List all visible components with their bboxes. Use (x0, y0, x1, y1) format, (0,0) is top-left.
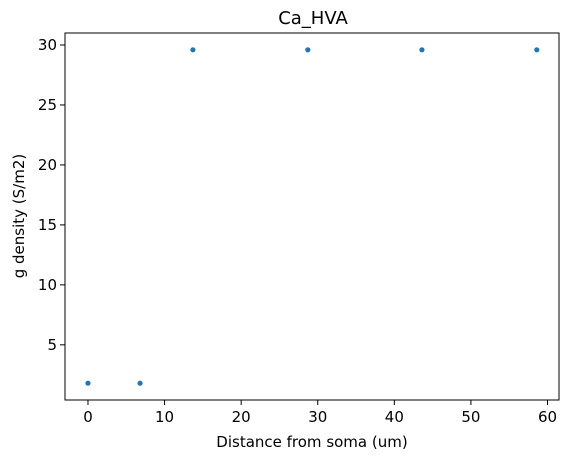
data-point (85, 381, 90, 386)
data-points (85, 47, 539, 386)
x-tick-label: 40 (385, 408, 404, 426)
x-tick-label: 50 (461, 408, 480, 426)
y-axis-label: g density (S/m2) (10, 154, 28, 279)
data-point (305, 47, 310, 52)
x-tick-label: 30 (308, 408, 327, 426)
y-tick-label: 15 (38, 216, 57, 234)
x-tick-label: 0 (83, 408, 93, 426)
x-tick-label: 60 (538, 408, 557, 426)
x-tick-label: 20 (232, 408, 251, 426)
axis-ticks: 0 10 20 30 40 50 60 5 10 15 20 25 30 (38, 36, 557, 426)
chart-title: Ca_HVA (278, 8, 348, 29)
y-tick-label: 5 (47, 336, 57, 354)
y-tick-label: 25 (38, 96, 57, 114)
x-tick-label: 10 (155, 408, 174, 426)
y-tick-label: 20 (38, 156, 57, 174)
y-tick-label: 10 (38, 276, 57, 294)
data-point (190, 47, 195, 52)
x-axis-label: Distance from soma (um) (216, 433, 407, 451)
plot-frame (65, 33, 559, 400)
data-point (534, 47, 539, 52)
y-tick-label: 30 (38, 36, 57, 54)
data-point (137, 381, 142, 386)
data-point (419, 47, 424, 52)
